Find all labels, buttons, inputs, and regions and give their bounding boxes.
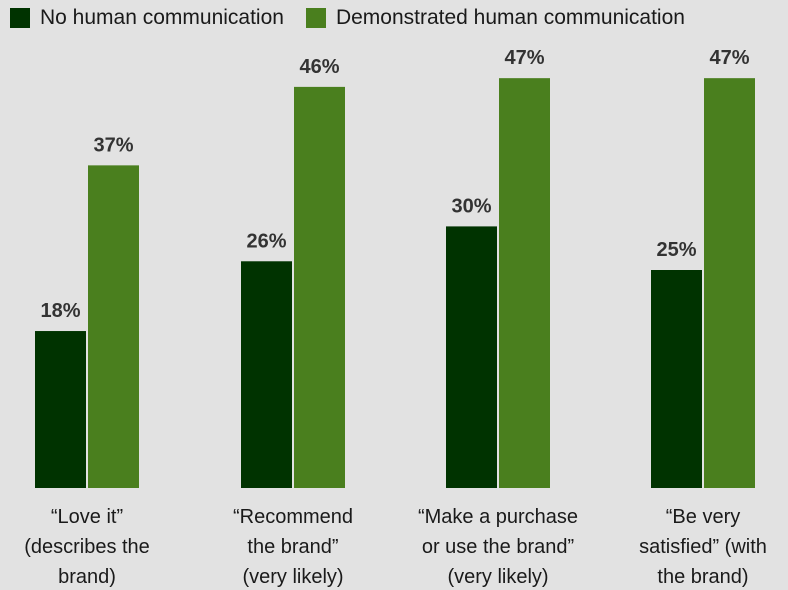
legend-label: No human communication	[40, 6, 284, 29]
category-label: “Be very	[666, 506, 740, 528]
bar-value-label: 37%	[93, 134, 133, 156]
category-label: (very likely)	[242, 566, 343, 588]
bar-value-label: 25%	[656, 239, 696, 261]
legend-item-demonstrated-human: Demonstrated human communication	[305, 6, 685, 30]
bar-value-label: 47%	[504, 47, 544, 69]
bar-value-label: 46%	[299, 56, 339, 78]
category-label: satisfied” (with	[639, 536, 767, 558]
legend: No human communication Demonstrated huma…	[10, 6, 685, 30]
legend-item-no-human: No human communication	[10, 6, 284, 30]
bar-value-label: 30%	[451, 195, 491, 217]
category-label: brand)	[58, 566, 116, 588]
category-label: “Recommend	[233, 506, 353, 528]
legend-swatch	[305, 8, 326, 28]
bar-demonstrated-human-1	[88, 165, 139, 489]
bar-no-human-3	[446, 226, 497, 488]
category-label: (describes the	[24, 536, 150, 558]
bar-value-label: 47%	[709, 47, 749, 69]
category-label: (very likely)	[447, 566, 548, 588]
bar-no-human-2	[241, 261, 292, 488]
category-label: the brand”	[247, 536, 338, 558]
bar-demonstrated-human-2	[294, 86, 345, 488]
bar-value-label: 18%	[40, 300, 80, 322]
category-label: “Make a purchase	[418, 506, 578, 528]
bar-no-human-4	[651, 270, 702, 488]
bar-no-human-1	[35, 331, 86, 488]
bar-demonstrated-human-4	[704, 78, 755, 488]
legend-swatch	[10, 8, 30, 28]
category-label: or use the brand”	[422, 536, 574, 558]
bar-demonstrated-human-3	[499, 78, 550, 488]
category-label: the brand)	[657, 566, 748, 588]
legend-label: Demonstrated human communication	[335, 6, 685, 29]
bar-value-label: 26%	[246, 230, 286, 252]
category-label: “Love it”	[51, 506, 123, 528]
